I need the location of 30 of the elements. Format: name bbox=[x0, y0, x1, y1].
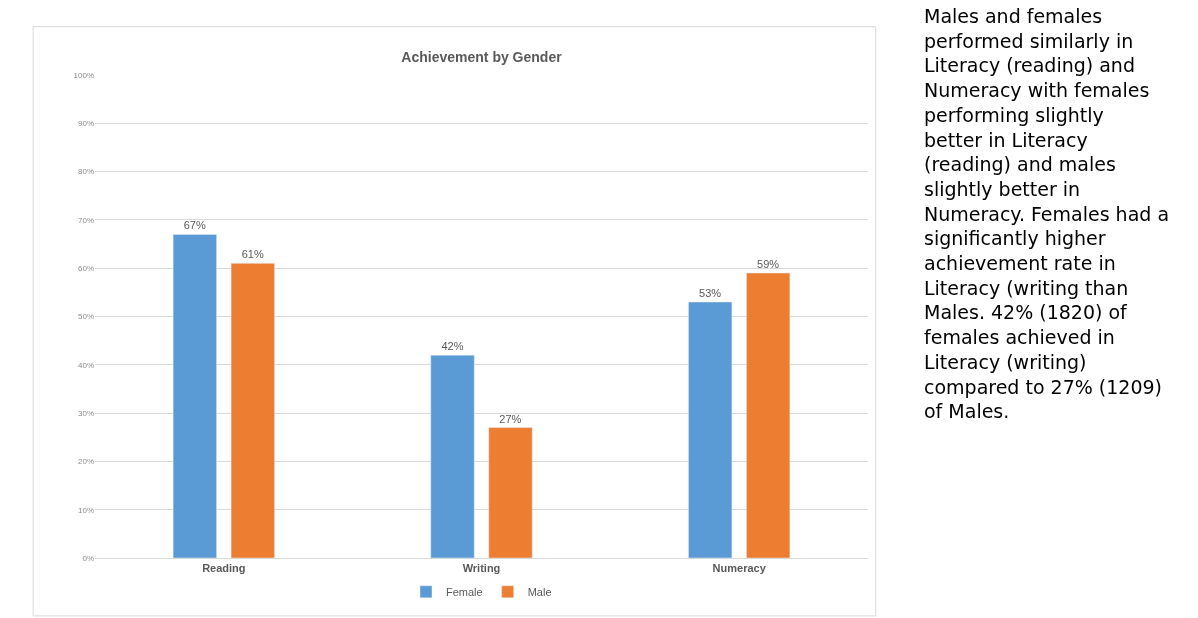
y-tick-label: 20% bbox=[77, 457, 94, 467]
y-tick-label: 100% bbox=[73, 70, 94, 80]
data-label: 42% bbox=[441, 340, 464, 353]
legend-label: Female bbox=[446, 586, 483, 599]
bar bbox=[488, 427, 533, 558]
bar bbox=[746, 272, 791, 558]
data-label: 53% bbox=[699, 287, 722, 300]
y-tick-label: 40% bbox=[77, 360, 94, 370]
legend-label: Male bbox=[527, 586, 552, 599]
data-label: 27% bbox=[499, 412, 522, 425]
x-tick-label: Numeracy bbox=[712, 562, 767, 575]
data-label: 67% bbox=[183, 219, 206, 232]
text: Males and females performed similarly in Literacy (reading) and Numeracy with females performing slightly better in Literacy (reading) and males slightly better in Numeracy. Females had a significantly higher achievement rate in Literacy (writing than Males. 42% (1820) of females achieved in Literacy (writing) compared to 27% (1209) of Males. bbox=[924, 5, 1170, 423]
bar bbox=[688, 301, 733, 558]
chart-title: Achievement by Gender bbox=[401, 49, 563, 66]
y-tick-label: 70% bbox=[77, 215, 94, 225]
y-tick-label: 30% bbox=[77, 408, 94, 418]
data-label: 59% bbox=[757, 258, 780, 271]
x-tick-label: Writing bbox=[462, 562, 501, 575]
y-tick-label: 60% bbox=[77, 264, 94, 273]
x-tick-label: Reading bbox=[202, 562, 246, 575]
y-tick-label: 10% bbox=[77, 505, 94, 515]
bar bbox=[172, 234, 217, 558]
y-tick-label: 90% bbox=[77, 119, 94, 129]
y-tick-label: 80% bbox=[77, 167, 94, 177]
y-tick-label: 0% bbox=[82, 553, 94, 563]
bar bbox=[430, 354, 475, 558]
y-tick-label: 50% bbox=[77, 312, 94, 322]
data-label: 61% bbox=[241, 248, 264, 261]
bar bbox=[230, 263, 275, 558]
